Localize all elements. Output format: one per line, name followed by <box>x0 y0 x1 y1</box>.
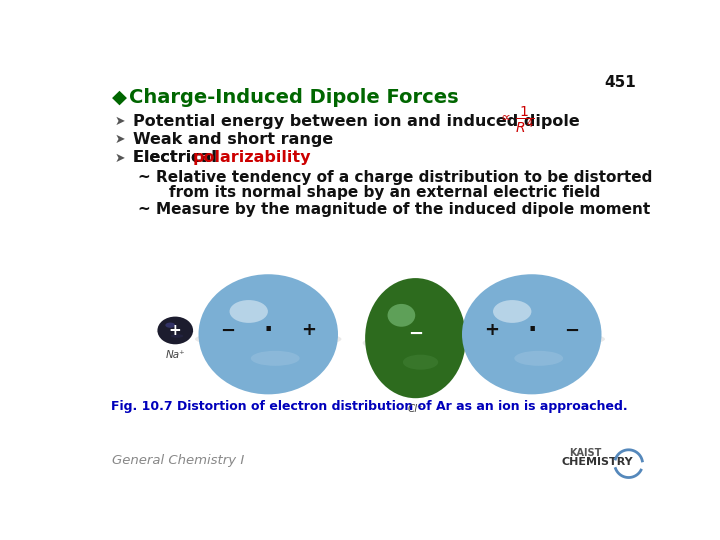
Ellipse shape <box>363 334 469 352</box>
Text: polarizability: polarizability <box>193 151 312 165</box>
Text: from its normal shape by an external electric field: from its normal shape by an external ele… <box>148 185 600 200</box>
Text: $\propto\,\dfrac{1}{R^4}$: $\propto\,\dfrac{1}{R^4}$ <box>498 104 534 135</box>
Ellipse shape <box>459 330 605 348</box>
Text: −: − <box>408 325 423 343</box>
Ellipse shape <box>158 316 193 345</box>
Text: ·: · <box>264 319 273 342</box>
Ellipse shape <box>387 304 415 327</box>
Text: Weak and short range: Weak and short range <box>132 132 333 147</box>
Ellipse shape <box>514 351 563 366</box>
Ellipse shape <box>166 322 175 328</box>
Text: 451: 451 <box>605 75 636 90</box>
Text: −: − <box>564 321 580 340</box>
Text: ➤: ➤ <box>114 151 125 165</box>
Text: −: − <box>220 321 235 340</box>
Ellipse shape <box>156 329 194 334</box>
Text: Electrical: Electrical <box>132 151 222 165</box>
Text: General Chemistry I: General Chemistry I <box>112 454 244 467</box>
Ellipse shape <box>403 355 438 370</box>
Text: Cl⁻: Cl⁻ <box>408 403 423 414</box>
Ellipse shape <box>195 330 341 348</box>
Text: Electrical: Electrical <box>132 151 222 165</box>
Ellipse shape <box>230 300 268 323</box>
Ellipse shape <box>462 274 601 394</box>
Ellipse shape <box>251 351 300 366</box>
Text: ~ Relative tendency of a charge distribution to be distorted: ~ Relative tendency of a charge distribu… <box>138 170 652 185</box>
Text: +: + <box>169 323 181 338</box>
Text: Potential energy between ion and induced dipole: Potential energy between ion and induced… <box>132 113 580 129</box>
Text: +: + <box>301 321 316 340</box>
Ellipse shape <box>493 300 531 323</box>
Text: ~ Measure by the magnitude of the induced dipole moment: ~ Measure by the magnitude of the induce… <box>138 202 650 217</box>
Text: ➤: ➤ <box>114 114 125 127</box>
Text: +: + <box>484 321 499 340</box>
Text: ➤: ➤ <box>114 133 125 146</box>
Text: Na⁺: Na⁺ <box>166 350 185 360</box>
Text: CHEMISTRY: CHEMISTRY <box>561 457 633 467</box>
Text: ◆: ◆ <box>112 87 127 106</box>
Text: KAIST: KAIST <box>569 448 601 457</box>
Ellipse shape <box>199 274 338 394</box>
Text: Fig. 10.7 Distortion of electron distribution of Ar as an ion is approached.: Fig. 10.7 Distortion of electron distrib… <box>111 400 627 413</box>
Text: ·: · <box>527 319 536 342</box>
Ellipse shape <box>365 278 466 398</box>
Ellipse shape <box>171 334 184 338</box>
Text: Charge-Induced Dipole Forces: Charge-Induced Dipole Forces <box>129 87 459 106</box>
